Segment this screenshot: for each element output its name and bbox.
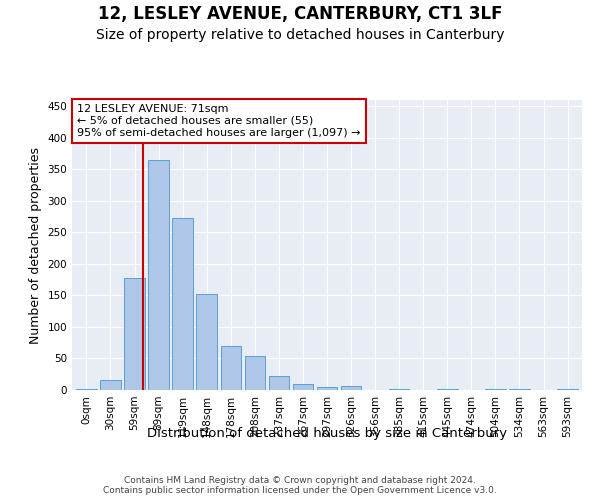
Text: Size of property relative to detached houses in Canterbury: Size of property relative to detached ho… (96, 28, 504, 42)
Bar (437, 388, 458, 390)
Bar (124, 278, 145, 390)
Bar (76, 388, 97, 390)
Y-axis label: Number of detached properties: Number of detached properties (29, 146, 42, 344)
Text: 12, LESLEY AVENUE, CANTERBURY, CT1 3LF: 12, LESLEY AVENUE, CANTERBURY, CT1 3LF (98, 5, 502, 23)
Bar (293, 384, 313, 390)
Text: 12 LESLEY AVENUE: 71sqm
← 5% of detached houses are smaller (55)
95% of semi-det: 12 LESLEY AVENUE: 71sqm ← 5% of detached… (77, 104, 361, 138)
Bar (221, 346, 241, 390)
Bar (196, 294, 217, 390)
Bar (245, 356, 265, 390)
Bar (389, 388, 409, 390)
Bar (148, 160, 169, 390)
Text: Contains HM Land Registry data © Crown copyright and database right 2024.
Contai: Contains HM Land Registry data © Crown c… (103, 476, 497, 495)
Bar (269, 376, 289, 390)
Bar (341, 386, 361, 390)
Bar (172, 218, 193, 390)
Bar (100, 380, 121, 390)
Text: Distribution of detached houses by size in Canterbury: Distribution of detached houses by size … (147, 428, 507, 440)
Bar (317, 387, 337, 390)
